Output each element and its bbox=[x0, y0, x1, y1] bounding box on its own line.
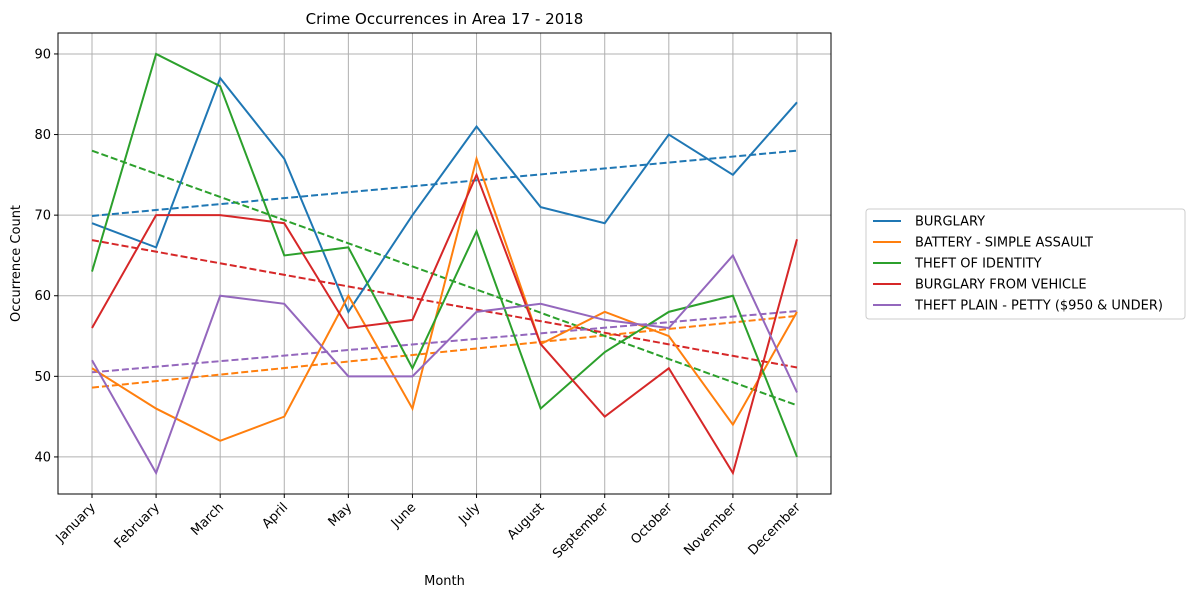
y-axis-label: Occurrence Count bbox=[9, 205, 24, 322]
y-tick-label: 80 bbox=[34, 128, 51, 143]
x-axis-label: Month bbox=[424, 574, 465, 589]
series-lines bbox=[91, 52, 798, 476]
legend-label: BATTERY - SIMPLE ASSAULT bbox=[915, 236, 1093, 251]
legend-label: THEFT PLAIN - PETTY ($950 & UNDER) bbox=[914, 299, 1163, 314]
y-tick-label: 90 bbox=[34, 47, 51, 62]
trend-line-burglary bbox=[91, 149, 798, 217]
legend-label: THEFT OF IDENTITY bbox=[914, 257, 1042, 272]
y-tick-label: 40 bbox=[34, 450, 51, 465]
legend-label: BURGLARY FROM VEHICLE bbox=[915, 278, 1087, 293]
y-tick-label: 50 bbox=[34, 370, 51, 385]
plot-area-frame bbox=[57, 32, 832, 495]
series-line-battery-simple-assault bbox=[91, 155, 798, 442]
series-line-burglary bbox=[91, 76, 798, 314]
legend: BURGLARY BATTERY - SIMPLE ASSAULT THEFT OF… bbox=[865, 208, 1186, 320]
legend-label: BURGLARY bbox=[915, 215, 985, 230]
chart-title: Crime Occurrences in Area 17 - 2018 bbox=[306, 10, 584, 28]
trend-line-battery-simple-assault bbox=[91, 314, 798, 389]
y-tick-label: 70 bbox=[34, 209, 51, 224]
legend-frame bbox=[865, 208, 1186, 320]
trend-line-theft-of-identity bbox=[91, 149, 798, 407]
series-line-theft-of-identity bbox=[91, 52, 798, 458]
y-tick-label: 60 bbox=[34, 289, 51, 304]
y-axis-ticks: 40 50 60 70 80 90 bbox=[34, 47, 58, 465]
series-line-theft-plain-petty-950-under bbox=[91, 253, 798, 476]
trend-line-theft-plain-petty-950-under bbox=[91, 310, 798, 374]
trend-lines bbox=[91, 149, 798, 407]
series-line-burglary-from-vehicle bbox=[91, 172, 798, 476]
